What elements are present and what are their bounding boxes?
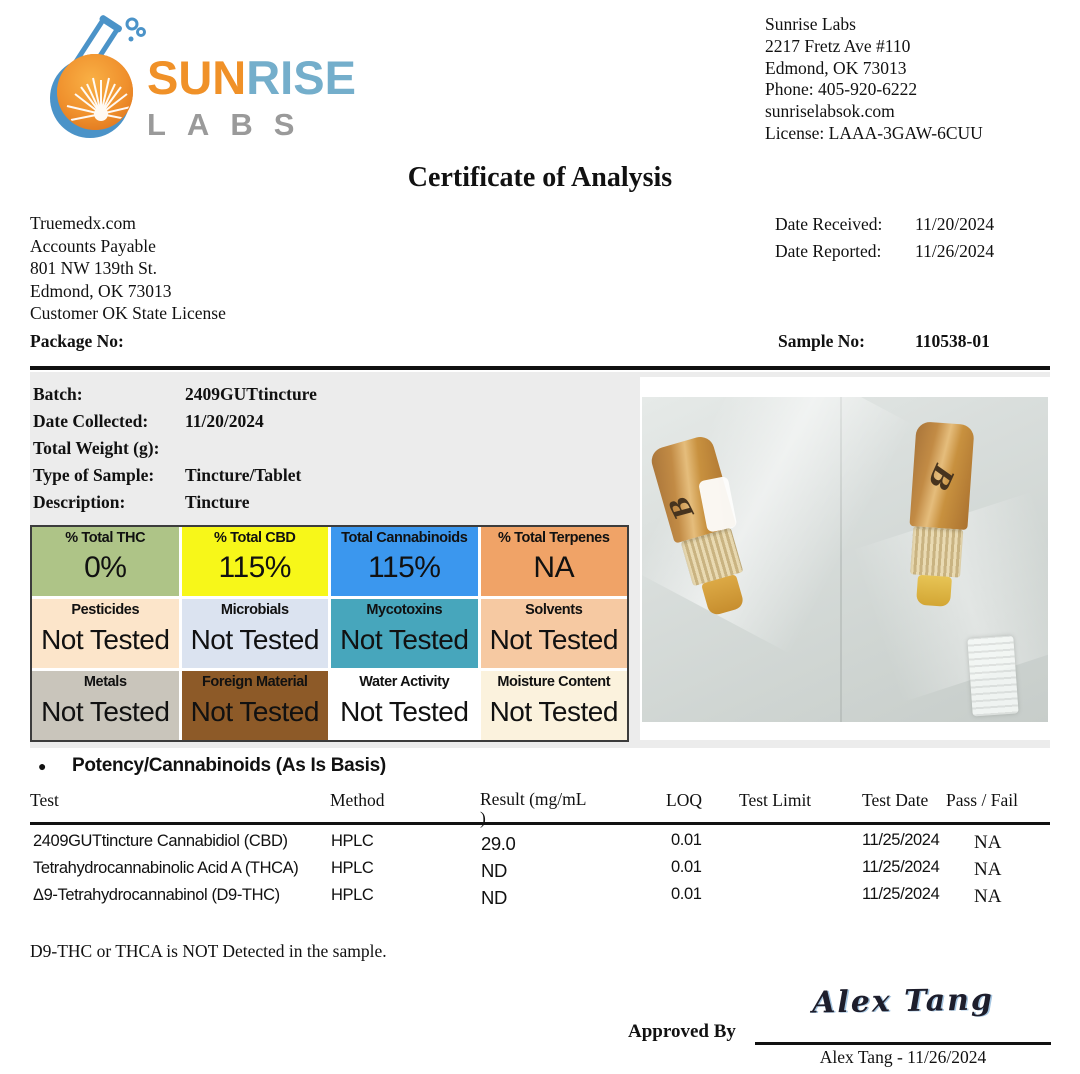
cell-test-date: 11/25/2024	[862, 831, 940, 849]
cell-test: Tetrahydrocannabinolic Acid A (THCA)	[33, 859, 299, 877]
type-of-sample-label: Type of Sample:	[33, 465, 155, 485]
grid-cell-solvents: Solvents Not Tested	[480, 599, 627, 668]
cell-test: Δ9-Tetrahydrocannabinol (D9-THC)	[33, 886, 280, 904]
grid-cell-microbials: Microbials Not Tested	[181, 599, 328, 668]
customer-license: Customer OK State License	[30, 303, 226, 324]
cell-result: ND	[481, 860, 507, 881]
cell-loq: 0.01	[671, 885, 702, 903]
grid-cell-total-thc: % Total THC 0%	[32, 527, 179, 596]
sample-info-row: Batch: 2409GUTtincture	[33, 384, 317, 405]
date-reported-value: 11/26/2024	[915, 241, 995, 261]
grid-cell-total-cannabinoids: Total Cannabinoids 115%	[331, 527, 478, 596]
cell-loq: 0.01	[671, 831, 702, 849]
col-header-pass-fail: Pass / Fail	[946, 790, 1018, 810]
customer-dept: Accounts Payable	[30, 235, 156, 256]
cell-method: HPLC	[331, 859, 374, 877]
logo-labs-text: LABS	[147, 107, 316, 142]
grid-cell-total-terpenes: % Total Terpenes NA	[480, 527, 627, 596]
cell-pass-fail: NA	[974, 832, 1002, 853]
sample-photo-image: B B	[642, 397, 1048, 722]
sample-info-row: Type of Sample: Tincture/Tablet	[33, 465, 301, 486]
customer-address: 801 NW 139th St.	[30, 258, 158, 279]
cell-pass-fail: NA	[974, 886, 1002, 907]
date-reported-label: Date Reported:	[775, 241, 882, 261]
col-header-method: Method	[330, 790, 385, 810]
package-no-label: Package No:	[30, 331, 124, 351]
sample-info-row: Description: Tincture	[33, 492, 250, 513]
approved-by-label: Approved By	[628, 1021, 736, 1042]
date-received-value: 11/20/2024	[915, 214, 995, 234]
description-label: Description:	[33, 492, 126, 512]
col-header-loq: LOQ	[666, 790, 702, 810]
flask-sun-icon	[50, 15, 146, 138]
cell-method: HPLC	[331, 832, 374, 850]
grid-cell-water-activity: Water Activity Not Tested	[331, 671, 478, 740]
sample-info-row: Total Weight (g):	[33, 438, 185, 459]
batch-label: Batch:	[33, 384, 83, 404]
description-value: Tincture	[185, 492, 250, 512]
lab-city-line: Edmond, OK 73013	[765, 57, 907, 78]
date-received-label: Date Received:	[775, 214, 883, 234]
cell-test: 2409GUTtincture Cannabidiol (CBD)	[33, 832, 288, 850]
lab-address-line: 2217 Fretz Ave #110	[765, 35, 911, 56]
cell-result: ND	[481, 887, 507, 908]
grid-cell-total-cbd: % Total CBD 115%	[181, 527, 328, 596]
table-header-rule	[30, 822, 1050, 825]
sunrise-labs-logo: SUNRISE LABS	[35, 6, 365, 151]
col-header-test: Test	[30, 790, 59, 810]
logo-rise-text: RISE	[246, 51, 356, 104]
lab-contact-block: Sunrise Labs 2217 Fretz Ave #110 Edmond,…	[765, 14, 983, 145]
cell-result: 29.0	[481, 833, 516, 854]
lab-website-line: sunriselabsok.com	[765, 101, 895, 122]
grid-cell-moisture-content: Moisture Content Not Tested	[480, 671, 627, 740]
grid-cell-foreign-material: Foreign Material Not Tested	[181, 671, 328, 740]
customer-block: Truemedx.com Accounts Payable 801 NW 139…	[30, 212, 226, 325]
customer-city: Edmond, OK 73013	[30, 280, 172, 301]
potency-section-title: Potency/Cannabinoids (As Is Basis)	[72, 755, 386, 776]
sample-info-row: Date Collected: 11/20/2024	[33, 411, 264, 432]
batch-value: 2409GUTtincture	[185, 384, 317, 404]
date-collected-label: Date Collected:	[33, 411, 149, 431]
lab-phone-line: Phone: 405-920-6222	[765, 79, 918, 100]
bullet-icon: ●	[38, 760, 47, 775]
bag-info-card	[967, 635, 1019, 717]
col-header-test-limit: Test Limit	[739, 790, 812, 810]
cell-method: HPLC	[331, 886, 374, 904]
detection-note: D9-THC or THCA is NOT Detected in the sa…	[30, 941, 387, 961]
total-weight-label: Total Weight (g):	[33, 438, 160, 458]
cell-loq: 0.01	[671, 858, 702, 876]
page-title: Certificate of Analysis	[407, 162, 673, 193]
result-summary-grid: % Total THC 0% % Total CBD 115% Total Ca…	[30, 525, 629, 742]
sample-no-label: Sample No:	[778, 331, 866, 351]
logo-sun-text: SUN	[147, 51, 247, 104]
type-of-sample-value: Tincture/Tablet	[185, 465, 302, 485]
grid-cell-metals: Metals Not Tested	[32, 671, 179, 740]
sample-photo: B B	[640, 377, 1050, 740]
lab-license-line: License: LAAA-3GAW-6CUU	[765, 122, 983, 143]
approver-signature: Alex Tang	[811, 982, 995, 1021]
date-collected-value: 11/20/2024	[185, 411, 264, 431]
sample-no-value: 110538-01	[915, 331, 990, 351]
customer-name: Truemedx.com	[30, 213, 136, 233]
lab-name: Sunrise Labs	[765, 14, 856, 34]
cell-test-date: 11/25/2024	[862, 885, 940, 903]
signature-caption: Alex Tang - 11/26/2024	[819, 1047, 987, 1067]
logo-wordmark: SUNRISE LABS	[147, 54, 356, 143]
col-header-result: Result (mg/mL )	[480, 789, 586, 828]
signature-line	[755, 1042, 1051, 1045]
divider-rule	[30, 366, 1050, 370]
grid-cell-pesticides: Pesticides Not Tested	[32, 599, 179, 668]
col-header-test-date: Test Date	[862, 790, 929, 810]
grid-cell-mycotoxins: Mycotoxins Not Tested	[331, 599, 478, 668]
cell-test-date: 11/25/2024	[862, 858, 940, 876]
bag-seam	[840, 397, 842, 722]
cell-pass-fail: NA	[974, 859, 1002, 880]
